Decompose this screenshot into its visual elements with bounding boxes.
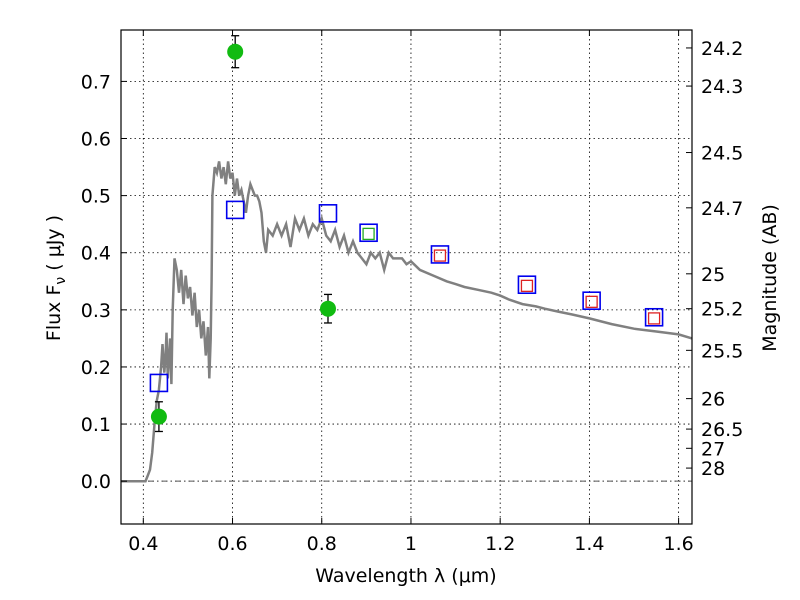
magnitude-tick-label: 24.3 — [701, 76, 743, 98]
y-axis-ticks: 0.0 0.1 0.2 0.3 0.4 0.5 0.6 0.7 — [81, 71, 127, 493]
x-axis-ticks: 0.4 0.6 0.8 1 1.2 1.4 1.6 — [128, 30, 694, 555]
model-phot-square — [149, 373, 169, 393]
model-phot-square — [517, 275, 537, 295]
magnitude-tick-label: 24.2 — [701, 38, 743, 60]
x-tick-label: 1 — [405, 533, 417, 555]
x-axis-label: Wavelength λ (μm) — [315, 565, 496, 587]
y-tick-label: 0.2 — [81, 357, 111, 379]
y-tick-label: 0.6 — [81, 129, 111, 151]
magnitude-tick-label: 27 — [701, 438, 725, 460]
magnitude-axis-label: Magnitude (AB) — [759, 204, 781, 352]
magnitude-tick-label: 25.5 — [701, 340, 743, 362]
x-tick-label: 0.6 — [217, 533, 247, 555]
model-spectrum-line — [121, 161, 693, 483]
y-axis-label-main: Flux F — [43, 285, 65, 341]
y-tick-label: 0.1 — [81, 414, 111, 436]
magnitude-tick-label: 25 — [701, 264, 725, 286]
magnitude-tick-label: 25.2 — [701, 299, 743, 321]
y-tick-label: 0.3 — [81, 300, 111, 322]
y-tick-label: 0.0 — [81, 471, 111, 493]
model-phot-square — [225, 200, 245, 220]
green-inner-square — [362, 227, 375, 241]
red-inner-square — [433, 249, 447, 262]
plot-area — [121, 35, 693, 483]
model-phot-square — [359, 223, 378, 243]
red-inner-square — [647, 312, 661, 325]
detection-point — [319, 300, 336, 317]
red-inner-square — [520, 279, 534, 293]
model-phot-square — [644, 307, 664, 327]
red-inner-squares — [433, 249, 661, 325]
y-axis-label: Flux Fν ( μJy ) — [43, 215, 69, 341]
model-phot-square — [318, 204, 338, 223]
errorbar-group — [154, 35, 332, 433]
green-inner-squares — [362, 227, 375, 241]
model-phot-square — [582, 291, 601, 311]
y-axis-label-unit: ( μJy ) — [43, 215, 65, 277]
x-tick-label: 0.8 — [307, 533, 337, 555]
magnitude-tick-label: 28 — [701, 458, 725, 480]
y-tick-label: 0.7 — [81, 71, 111, 93]
plot-frame — [120, 29, 693, 525]
detection-point — [150, 408, 167, 425]
magnitude-tick-label: 26 — [701, 389, 725, 411]
x-tick-label: 1.2 — [485, 533, 515, 555]
x-tick-label: 1.6 — [664, 533, 694, 555]
red-inner-square — [585, 295, 598, 308]
magnitude-tick-label: 24.5 — [701, 143, 743, 165]
y-axis-label-sub: ν — [53, 277, 69, 285]
x-tick-label: 0.4 — [128, 533, 158, 555]
grid-layer — [121, 30, 692, 524]
magnitude-tick-label: 26.5 — [701, 419, 743, 441]
model-phot-square — [430, 245, 450, 264]
y-tick-label: 0.5 — [81, 186, 111, 208]
y-tick-label: 0.4 — [81, 243, 111, 265]
detection-point — [227, 43, 244, 60]
x-tick-label: 1.4 — [574, 533, 604, 555]
magnitude-tick-label: 24.7 — [701, 198, 743, 220]
detection-points — [150, 43, 336, 425]
model-photometry-squares — [149, 200, 664, 393]
